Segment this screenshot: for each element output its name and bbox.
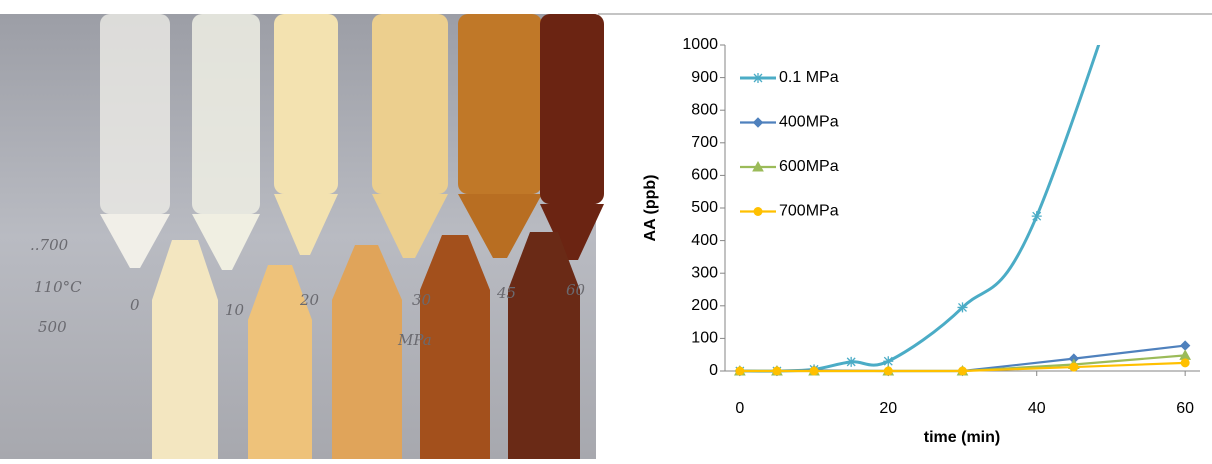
photo-label: 500	[38, 318, 67, 336]
photo-label: MPa	[397, 331, 432, 349]
x-tick-label: 0	[735, 400, 744, 417]
chart-panel: AA (ppb) time (min)	[598, 14, 1212, 446]
marker	[810, 367, 819, 376]
photo-label: 110°C	[34, 278, 82, 296]
marker	[846, 357, 856, 367]
photo-label: 30	[412, 291, 432, 309]
legend-label: 700MPa	[779, 203, 839, 220]
x-tick-label: 20	[879, 400, 897, 417]
y-tick-label: 100	[691, 330, 718, 347]
photo-label: 20	[299, 291, 320, 309]
x-tick-label: 40	[1028, 400, 1046, 417]
y-tick-label: 600	[691, 167, 718, 184]
legend-label: 400MPa	[779, 114, 839, 131]
legend-label: 600MPa	[779, 158, 839, 175]
legend-marker	[754, 207, 763, 216]
legend-label: 0.1 MPa	[779, 69, 839, 86]
marker	[1032, 211, 1042, 221]
y-tick-label: 800	[691, 101, 718, 118]
y-tick-label: 500	[691, 199, 718, 216]
marker	[883, 356, 893, 366]
marker	[884, 367, 893, 376]
y-tick-label: 400	[691, 232, 718, 249]
photo-label: 0	[130, 296, 140, 314]
y-axis-label: AA (ppb)	[642, 175, 659, 242]
y-tick-label: 900	[691, 69, 718, 86]
marker	[1181, 358, 1190, 367]
marker	[1181, 341, 1190, 350]
x-tick-label: 60	[1176, 400, 1194, 417]
photo-label: 60	[566, 281, 586, 299]
figure: ..700 110°C 500 0 10 20 30 45 60 MPa AA …	[0, 0, 1212, 459]
y-tick-label: 1000	[682, 36, 718, 53]
marker	[1069, 363, 1078, 372]
x-axis-label: time (min)	[924, 429, 1000, 446]
plot-area	[735, 0, 1190, 376]
y-tick-label: 300	[691, 264, 718, 281]
photo-label: 45	[496, 284, 516, 302]
marker	[735, 367, 744, 376]
photo-label: 10	[225, 301, 245, 319]
photo-label: ..700	[30, 236, 69, 254]
legend-marker	[754, 118, 763, 127]
marker	[958, 367, 967, 376]
y-tick-label: 700	[691, 134, 718, 151]
y-tick-label: 200	[691, 297, 718, 314]
marker	[958, 302, 968, 312]
y-tick-label: 0	[709, 362, 718, 379]
marker	[772, 367, 781, 376]
photo: ..700 110°C 500 0 10 20 30 45 60 MPa	[0, 14, 604, 459]
legend-marker	[753, 73, 763, 83]
series-line	[740, 0, 1185, 371]
